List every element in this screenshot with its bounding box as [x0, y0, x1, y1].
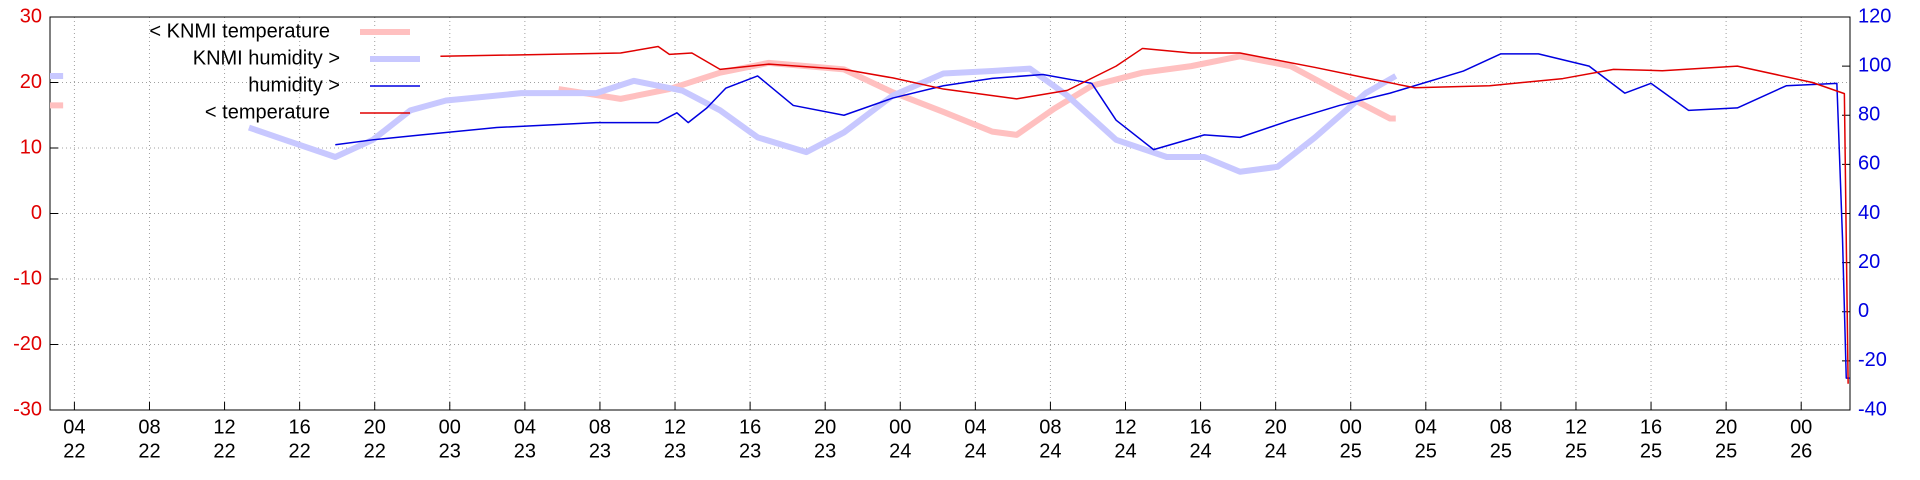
y-tick-label: 20 — [20, 71, 42, 93]
x-tick-label: 08 — [589, 416, 611, 438]
y2-tick-label: 100 — [1858, 54, 1891, 76]
x-tick-sublabel: 23 — [439, 440, 461, 462]
x-tick-sublabel: 23 — [814, 440, 836, 462]
x-tick-sublabel: 24 — [1189, 440, 1211, 462]
x-tick-sublabel: 24 — [889, 440, 911, 462]
y2-tick-label: -40 — [1858, 398, 1887, 420]
y-tick-label: 10 — [20, 136, 42, 158]
legend-label: KNMI humidity > — [193, 47, 340, 69]
series-line — [50, 53, 1396, 138]
x-tick-sublabel: 24 — [1265, 440, 1287, 462]
x-tick-label: 12 — [664, 416, 686, 438]
x-tick-label: 16 — [289, 416, 311, 438]
y2-tick-label: 0 — [1858, 300, 1869, 322]
x-tick-label: 04 — [1415, 416, 1437, 438]
y-tick-label: 0 — [31, 202, 42, 224]
x-tick-label: 12 — [1565, 416, 1587, 438]
x-tick-sublabel: 25 — [1340, 440, 1362, 462]
y2-tick-label: 80 — [1858, 104, 1880, 126]
x-tick-label: 08 — [138, 416, 160, 438]
x-tick-label: 04 — [964, 416, 986, 438]
x-tick-sublabel: 23 — [739, 440, 761, 462]
x-tick-sublabel: 22 — [138, 440, 160, 462]
x-tick-label: 12 — [213, 416, 235, 438]
legend-label: humidity > — [248, 74, 340, 96]
x-tick-sublabel: 22 — [63, 440, 85, 462]
y2-tick-label: 40 — [1858, 202, 1880, 224]
x-tick-sublabel: 24 — [1114, 440, 1136, 462]
x-tick-label: 00 — [1790, 416, 1812, 438]
x-tick-sublabel: 23 — [514, 440, 536, 462]
legend-label: < temperature — [205, 101, 330, 123]
x-tick-sublabel: 25 — [1415, 440, 1437, 462]
x-tick-label: 00 — [1340, 416, 1362, 438]
x-tick-label: 00 — [439, 416, 461, 438]
x-tick-sublabel: 22 — [364, 440, 386, 462]
x-tick-sublabel: 24 — [964, 440, 986, 462]
x-tick-label: 08 — [1490, 416, 1512, 438]
series-line — [440, 45, 1849, 384]
series-line — [50, 65, 1398, 175]
y-tick-label: -20 — [13, 333, 42, 355]
x-tick-label: 20 — [1265, 416, 1287, 438]
y2-tick-label: 20 — [1858, 251, 1880, 273]
series-line — [335, 53, 1850, 379]
x-tick-label: 16 — [739, 416, 761, 438]
x-tick-label: 00 — [889, 416, 911, 438]
x-tick-sublabel: 23 — [589, 440, 611, 462]
x-tick-label: 12 — [1114, 416, 1136, 438]
legend-label: < KNMI temperature — [149, 20, 330, 42]
y2-tick-label: 60 — [1858, 153, 1880, 175]
x-tick-label: 20 — [1715, 416, 1737, 438]
x-tick-sublabel: 25 — [1640, 440, 1662, 462]
y2-tick-label: 120 — [1858, 5, 1891, 27]
x-tick-sublabel: 25 — [1715, 440, 1737, 462]
x-tick-label: 20 — [814, 416, 836, 438]
x-tick-sublabel: 23 — [664, 440, 686, 462]
x-tick-label: 20 — [364, 416, 386, 438]
y-tick-label: -30 — [13, 398, 42, 420]
y-tick-label: 30 — [20, 5, 42, 27]
x-tick-label: 04 — [514, 416, 536, 438]
x-tick-label: 16 — [1640, 416, 1662, 438]
x-tick-sublabel: 25 — [1490, 440, 1512, 462]
x-tick-label: 04 — [63, 416, 85, 438]
x-tick-sublabel: 24 — [1039, 440, 1061, 462]
plot-border — [49, 16, 1851, 411]
x-tick-label: 16 — [1189, 416, 1211, 438]
x-tick-label: 08 — [1039, 416, 1061, 438]
x-tick-sublabel: 22 — [289, 440, 311, 462]
x-tick-sublabel: 26 — [1790, 440, 1812, 462]
y2-tick-label: -20 — [1858, 349, 1887, 371]
x-tick-sublabel: 22 — [213, 440, 235, 462]
x-tick-sublabel: 25 — [1565, 440, 1587, 462]
y-tick-label: -10 — [13, 267, 42, 289]
